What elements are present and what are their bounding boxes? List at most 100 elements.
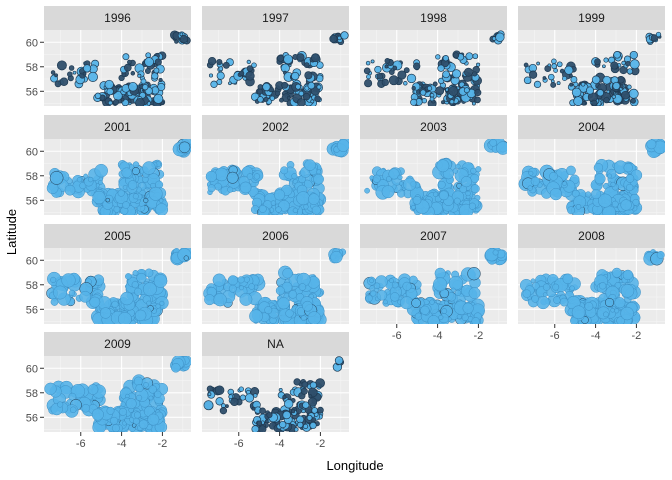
data-point bbox=[300, 387, 308, 395]
facet-panel-1996: 1996 bbox=[44, 6, 191, 106]
data-point bbox=[303, 204, 309, 210]
data-point bbox=[552, 283, 560, 291]
data-point bbox=[227, 275, 238, 286]
data-point bbox=[148, 385, 157, 394]
data-point bbox=[120, 97, 125, 102]
data-point bbox=[44, 382, 57, 395]
facet-panel-2002: 2002 bbox=[202, 115, 349, 215]
data-point bbox=[528, 70, 538, 79]
data-point bbox=[611, 267, 622, 278]
y-tick-label: 56 bbox=[26, 195, 38, 207]
data-point bbox=[467, 267, 481, 281]
x-axis-title: Longitude bbox=[326, 458, 383, 473]
data-point bbox=[179, 32, 184, 37]
data-point bbox=[448, 275, 464, 291]
data-point bbox=[144, 57, 154, 67]
data-point bbox=[397, 70, 407, 80]
data-point bbox=[463, 87, 470, 94]
facet-panel-2007: 2007 bbox=[360, 224, 507, 324]
data-point bbox=[438, 314, 444, 321]
data-point bbox=[81, 403, 91, 413]
data-point bbox=[148, 395, 154, 401]
data-point bbox=[215, 397, 224, 406]
data-point bbox=[626, 183, 634, 192]
data-point bbox=[465, 52, 474, 61]
data-point bbox=[610, 308, 615, 313]
data-point bbox=[471, 317, 480, 324]
data-point bbox=[471, 101, 476, 106]
data-point bbox=[622, 269, 634, 281]
x-tick-label: -4 bbox=[433, 330, 443, 342]
data-point bbox=[465, 190, 471, 197]
data-point bbox=[203, 400, 214, 411]
data-point bbox=[449, 99, 455, 105]
data-point bbox=[476, 62, 481, 67]
facet-strip-label: 2005 bbox=[104, 229, 131, 243]
data-point bbox=[402, 281, 412, 291]
data-point bbox=[329, 34, 338, 43]
data-point bbox=[212, 273, 226, 287]
data-point bbox=[216, 71, 225, 80]
data-point bbox=[302, 300, 313, 312]
data-point bbox=[376, 73, 383, 80]
data-point bbox=[573, 96, 583, 106]
data-point bbox=[277, 54, 285, 62]
data-point bbox=[237, 276, 245, 284]
data-point bbox=[112, 99, 120, 106]
data-point bbox=[373, 282, 381, 290]
data-point bbox=[50, 276, 57, 283]
data-point bbox=[591, 189, 602, 200]
data-point bbox=[216, 58, 223, 66]
data-point bbox=[79, 290, 92, 303]
data-point bbox=[523, 76, 532, 85]
data-point bbox=[111, 300, 119, 308]
data-point bbox=[441, 100, 445, 105]
data-point bbox=[59, 77, 69, 86]
data-point bbox=[536, 61, 540, 66]
data-point bbox=[311, 205, 321, 215]
data-point bbox=[429, 93, 435, 98]
data-point bbox=[50, 298, 59, 306]
data-point bbox=[128, 81, 138, 92]
data-point bbox=[157, 82, 166, 92]
data-point bbox=[619, 84, 624, 89]
x-tick-label: -2 bbox=[316, 438, 326, 450]
data-point bbox=[117, 312, 132, 324]
data-point bbox=[397, 189, 406, 198]
scatter-points bbox=[523, 31, 662, 106]
data-point bbox=[246, 173, 254, 180]
data-point bbox=[179, 35, 188, 44]
data-point bbox=[562, 273, 574, 285]
data-point bbox=[468, 202, 476, 210]
data-point bbox=[133, 417, 140, 425]
data-point bbox=[119, 407, 127, 416]
data-point bbox=[629, 50, 638, 60]
data-point bbox=[549, 187, 563, 201]
data-point bbox=[606, 89, 611, 94]
data-point bbox=[87, 384, 99, 395]
data-point bbox=[138, 419, 149, 430]
data-point bbox=[64, 184, 76, 196]
data-point bbox=[311, 407, 318, 414]
data-point bbox=[251, 406, 256, 411]
data-point bbox=[214, 385, 225, 395]
data-point bbox=[420, 305, 430, 315]
data-point bbox=[523, 62, 529, 68]
y-tick-label: 58 bbox=[26, 171, 38, 183]
data-point bbox=[239, 70, 245, 76]
data-point bbox=[140, 78, 147, 85]
data-point bbox=[297, 98, 306, 106]
x-tick-label: -2 bbox=[474, 330, 484, 342]
facet-strip bbox=[44, 115, 191, 139]
data-point bbox=[136, 394, 143, 401]
data-point bbox=[104, 79, 114, 90]
data-point bbox=[258, 204, 267, 213]
data-point bbox=[205, 170, 218, 183]
data-point bbox=[244, 393, 255, 403]
data-point bbox=[632, 198, 640, 206]
data-point bbox=[591, 75, 601, 85]
facet-strip bbox=[44, 224, 191, 248]
facet-strip-label: 2004 bbox=[578, 120, 605, 134]
data-point bbox=[376, 290, 388, 301]
